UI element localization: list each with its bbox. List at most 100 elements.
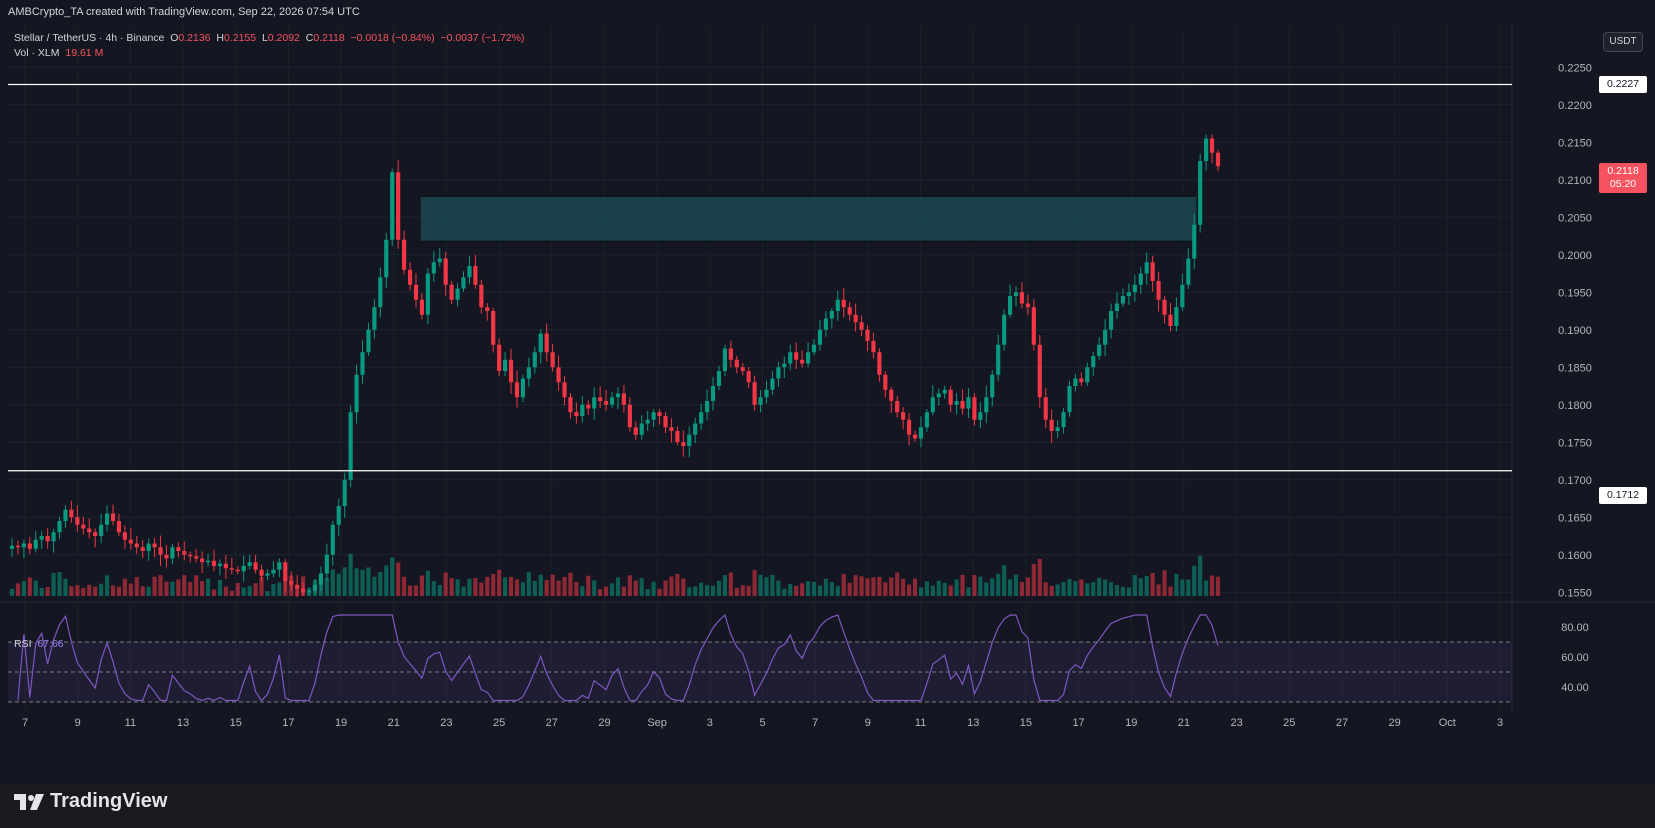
time-tick-label: 9 [75, 717, 81, 729]
candle-body [776, 367, 781, 379]
currency-button[interactable]: USDT [1603, 32, 1643, 52]
candle-body [45, 536, 50, 542]
volume-bar [508, 576, 514, 596]
volume-bar [805, 581, 811, 596]
volume-bar [407, 585, 413, 596]
candle-body [853, 314, 858, 323]
candle-body [633, 427, 638, 435]
volume-bar [681, 578, 686, 596]
price-tick-label: 0.2000 [1558, 250, 1592, 262]
candle-body [532, 352, 537, 368]
candle-body [1204, 138, 1209, 161]
volume-bar [342, 567, 347, 596]
volume-bar [621, 586, 626, 596]
candle-body [788, 352, 793, 364]
change-value: −0.0018 (−0.84%) [350, 32, 435, 44]
volume-bar [1180, 579, 1185, 596]
volume-bar [1192, 565, 1197, 596]
volume-bar [390, 557, 395, 596]
price-axis[interactable]: 0.2250 0.2200 0.2150 0.2100 0.2050 0.2000 0.19… [1558, 62, 1592, 694]
volume-bar [1097, 577, 1102, 596]
candle-body [526, 367, 531, 379]
volume-bar [906, 584, 912, 596]
volume-bar [895, 572, 900, 596]
volume-bar [330, 569, 335, 596]
candle-body [324, 554, 329, 574]
time-tick-label: 11 [915, 717, 926, 729]
volume-bar [740, 585, 745, 596]
volume-bar [259, 576, 264, 596]
symbol-legend: Stellar / TetherUS · 4h · Binance O0.213… [14, 32, 525, 44]
volume-bar [728, 572, 733, 596]
volume-bar [639, 578, 644, 596]
candle-body [1132, 284, 1137, 293]
price-chart[interactable]: 0.2250 0.2200 0.2150 0.2100 0.2050 0.2000 0.19… [0, 0, 1655, 784]
price-tick-label: 0.2050 [1558, 212, 1592, 224]
volume-bar [217, 579, 223, 596]
volume-bar [188, 582, 193, 596]
candle-body [354, 374, 359, 413]
volume-bar [1204, 580, 1209, 596]
volume-bar [75, 585, 80, 596]
rsi-label[interactable]: RSI [14, 638, 32, 650]
candle-body [152, 543, 157, 548]
candle-body [556, 367, 561, 383]
candle-body [1114, 303, 1120, 311]
symbol-name[interactable]: Stellar / TetherUS · 4h · Binance [14, 32, 165, 44]
volume-bar [1013, 574, 1019, 596]
time-axis[interactable]: 7 9 11 13 15 17 19 21 23 25 27 29 Sep 3 5 7 9 11 13 15 17 19 2… [22, 717, 1503, 729]
candle-countdown: 05:20 [1609, 178, 1637, 190]
volume-bar [116, 586, 122, 596]
candle-body [1073, 378, 1078, 386]
time-tick-label: 23 [1230, 717, 1242, 729]
candle-body [51, 532, 56, 542]
volume-bar [27, 577, 32, 596]
candle-body [503, 359, 508, 371]
volume-bar [1019, 581, 1025, 596]
time-tick-label: 21 [388, 717, 400, 729]
volume-bar [1079, 579, 1084, 596]
candle-body [15, 545, 21, 548]
volume-bar [633, 580, 638, 596]
candle-body [586, 404, 591, 409]
candle-body [645, 419, 650, 424]
candle-body [1097, 344, 1102, 356]
candle-body [277, 562, 282, 570]
volume-bar [235, 582, 240, 596]
candle-body [1198, 161, 1203, 225]
time-tick-label: Sep [647, 717, 667, 729]
candle-body [1079, 378, 1084, 383]
candle-body [27, 543, 32, 549]
candle-body [69, 509, 74, 518]
volume-bar [402, 576, 407, 596]
candle-body [710, 386, 716, 401]
supply-zone [419, 195, 1198, 242]
volume-bar [984, 582, 989, 596]
candle-body [217, 563, 223, 566]
volume-bar [122, 578, 127, 596]
candle-body [455, 288, 460, 300]
candle-body [211, 560, 217, 566]
volume-label[interactable]: Vol · XLM [14, 47, 60, 59]
low-label: L [261, 32, 268, 44]
tradingview-logo[interactable]: TradingView [14, 790, 167, 813]
candle-body [1186, 258, 1191, 285]
candle-body [746, 371, 751, 383]
candle-body [906, 419, 912, 435]
candle-body [693, 423, 698, 435]
candle-body [722, 348, 727, 371]
candle-body [33, 539, 38, 549]
candle-body [936, 393, 941, 398]
volume-bar [1162, 570, 1167, 596]
volume-bar [794, 585, 799, 596]
volume-bar [942, 582, 947, 596]
time-tick-label: 27 [546, 717, 558, 729]
volume-bar [936, 580, 941, 596]
volume-bar [467, 578, 472, 596]
candle-body [194, 556, 199, 559]
candle-body [479, 284, 484, 308]
candle-body [378, 277, 383, 308]
volume-bar [324, 577, 329, 596]
volume-bar [978, 576, 983, 596]
candle-body [1019, 292, 1025, 304]
